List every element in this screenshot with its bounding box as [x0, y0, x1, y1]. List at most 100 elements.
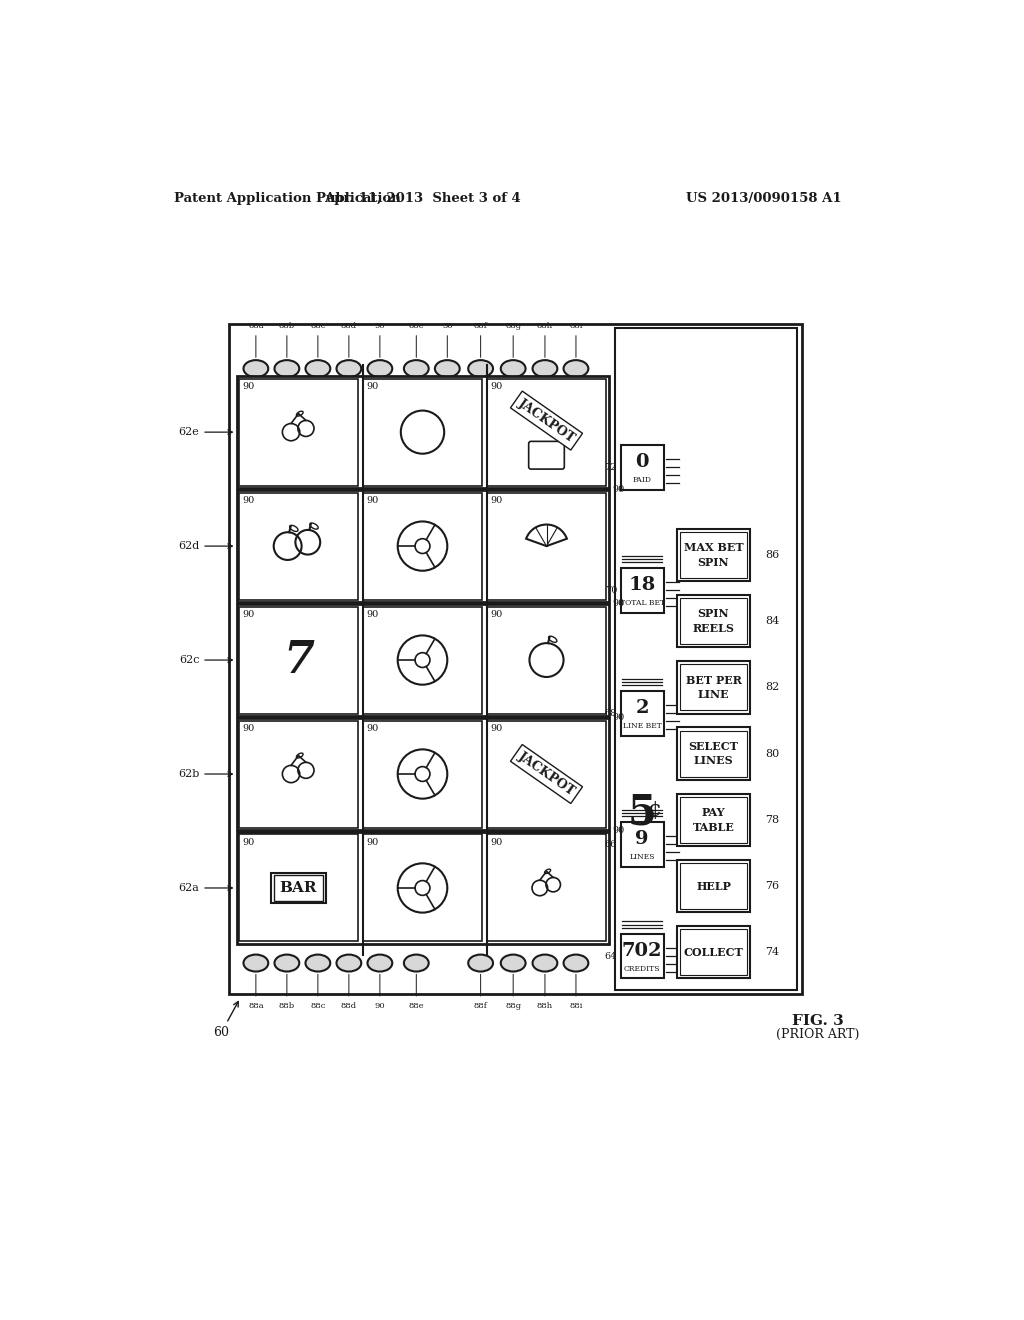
- Text: SPIN
REELS: SPIN REELS: [692, 609, 734, 634]
- Text: 90: 90: [367, 383, 379, 392]
- Text: COLLECT: COLLECT: [684, 946, 743, 958]
- Text: TOTAL BET: TOTAL BET: [620, 599, 665, 607]
- Text: 90: 90: [367, 725, 379, 734]
- Text: 62b: 62b: [178, 770, 232, 779]
- Text: 88a: 88a: [248, 974, 264, 1010]
- Ellipse shape: [563, 360, 589, 378]
- Text: 88e: 88e: [409, 974, 424, 1010]
- Bar: [621, 692, 664, 737]
- Text: 0: 0: [636, 453, 649, 471]
- Ellipse shape: [244, 954, 268, 972]
- Text: 88c: 88c: [310, 974, 326, 1010]
- Text: ¢: ¢: [647, 799, 662, 821]
- Bar: [680, 532, 748, 578]
- Text: 90: 90: [490, 725, 503, 734]
- Text: 88b: 88b: [279, 974, 295, 1010]
- Bar: [677, 859, 751, 912]
- Text: 88f: 88f: [474, 322, 487, 358]
- Text: 76: 76: [765, 880, 779, 891]
- Text: 30: 30: [442, 322, 453, 358]
- Bar: [621, 445, 664, 490]
- Ellipse shape: [305, 954, 331, 972]
- Bar: [677, 927, 751, 978]
- Text: 9: 9: [636, 830, 649, 849]
- Bar: [680, 664, 748, 710]
- Bar: [680, 598, 748, 644]
- Bar: [677, 793, 751, 846]
- Bar: [228, 323, 802, 994]
- Text: 88g: 88g: [505, 974, 521, 1010]
- Ellipse shape: [274, 954, 299, 972]
- Text: MAX BET
SPIN: MAX BET SPIN: [684, 543, 743, 568]
- Bar: [621, 822, 664, 867]
- Bar: [680, 797, 748, 843]
- Text: Patent Application Publication: Patent Application Publication: [174, 191, 401, 205]
- Bar: [621, 933, 664, 978]
- Text: JACKPOT: JACKPOT: [516, 396, 578, 445]
- Text: 72: 72: [604, 463, 617, 471]
- Text: 90: 90: [490, 838, 503, 847]
- Bar: [362, 492, 482, 599]
- Text: (PRIOR ART): (PRIOR ART): [776, 1028, 859, 1041]
- Text: 90: 90: [243, 838, 255, 847]
- Text: CREDITS: CREDITS: [624, 965, 660, 973]
- Bar: [273, 875, 324, 902]
- Text: JACKPOT: JACKPOT: [516, 750, 578, 799]
- Text: 60: 60: [213, 1002, 239, 1039]
- Text: 62a: 62a: [178, 883, 232, 892]
- Text: 88e: 88e: [409, 322, 424, 358]
- Text: 80: 80: [765, 748, 779, 759]
- Text: 88i: 88i: [569, 322, 583, 358]
- Text: 88f: 88f: [474, 974, 487, 1010]
- Text: 90: 90: [367, 838, 379, 847]
- Bar: [621, 568, 664, 612]
- Text: 90: 90: [490, 610, 503, 619]
- Ellipse shape: [468, 360, 493, 378]
- Text: 90: 90: [612, 598, 625, 607]
- Text: 90: 90: [612, 713, 625, 722]
- Bar: [680, 929, 748, 975]
- FancyBboxPatch shape: [528, 441, 564, 469]
- Ellipse shape: [368, 954, 392, 972]
- Text: 90: 90: [375, 322, 385, 358]
- Text: 90: 90: [490, 383, 503, 392]
- Text: 70: 70: [604, 586, 617, 595]
- Text: LINE BET: LINE BET: [623, 722, 662, 730]
- Text: 7: 7: [283, 639, 314, 681]
- Bar: [237, 376, 608, 488]
- Text: 90: 90: [367, 610, 379, 619]
- Ellipse shape: [403, 360, 429, 378]
- Text: BET PER
LINE: BET PER LINE: [686, 675, 741, 700]
- Bar: [237, 605, 608, 715]
- Bar: [239, 379, 358, 486]
- Text: 62d: 62d: [178, 541, 232, 550]
- Ellipse shape: [337, 954, 361, 972]
- Bar: [362, 834, 482, 941]
- Text: 74: 74: [765, 948, 779, 957]
- Ellipse shape: [532, 360, 557, 378]
- Text: 90: 90: [243, 725, 255, 734]
- Bar: [486, 379, 606, 486]
- Ellipse shape: [501, 360, 525, 378]
- Text: 702: 702: [622, 941, 663, 960]
- Text: 88g: 88g: [505, 322, 521, 358]
- Text: 5: 5: [628, 792, 656, 834]
- Text: 88b: 88b: [279, 322, 295, 358]
- Text: 86: 86: [765, 550, 779, 560]
- Text: Apr. 11, 2013  Sheet 3 of 4: Apr. 11, 2013 Sheet 3 of 4: [325, 191, 521, 205]
- Bar: [677, 529, 751, 581]
- Text: 90: 90: [375, 974, 385, 1010]
- Bar: [239, 607, 358, 714]
- Bar: [362, 607, 482, 714]
- Text: 90: 90: [243, 496, 255, 506]
- Bar: [237, 832, 608, 944]
- Text: 90: 90: [367, 496, 379, 506]
- Bar: [362, 379, 482, 486]
- Ellipse shape: [501, 954, 525, 972]
- Ellipse shape: [435, 360, 460, 378]
- Text: 82: 82: [765, 682, 779, 693]
- Text: 90: 90: [612, 826, 625, 836]
- Bar: [680, 730, 748, 776]
- Bar: [677, 661, 751, 714]
- Text: HELP: HELP: [696, 880, 731, 891]
